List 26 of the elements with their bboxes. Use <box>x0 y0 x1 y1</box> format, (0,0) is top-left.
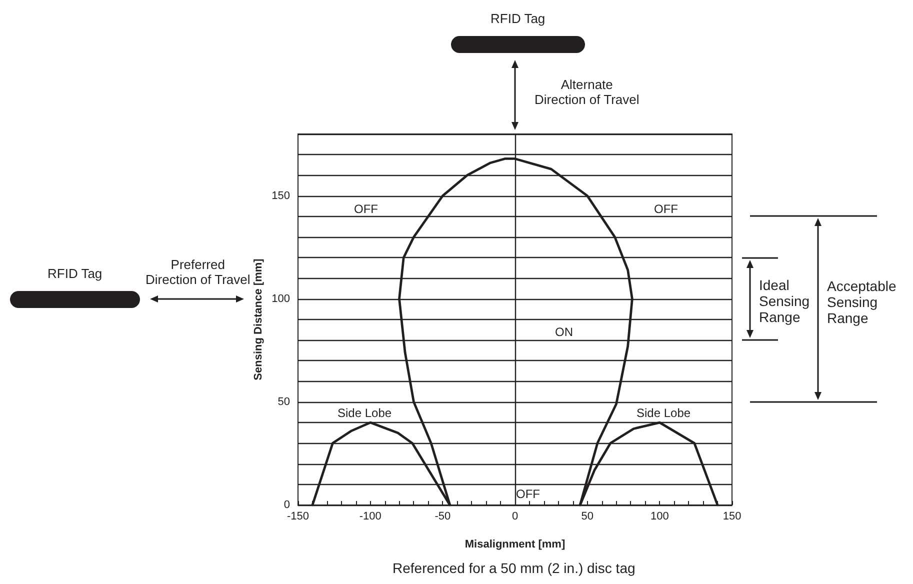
x-tick-label: 100 <box>650 510 669 522</box>
x-tick-label: 150 <box>722 510 742 522</box>
y-tick-label: 50 <box>278 396 290 408</box>
x-tick-label: 50 <box>581 510 594 522</box>
annotation: Side Lobe <box>338 406 392 420</box>
y-axis-title: Sensing Distance [mm] <box>252 258 264 380</box>
text: Alternate Direction of Travel <box>534 77 640 107</box>
annotation: Side Lobe <box>636 406 691 420</box>
text: Preferred Direction of Travel <box>146 257 250 287</box>
y-tick-label: 100 <box>272 292 290 305</box>
annotation: OFF <box>354 202 378 216</box>
text: Ideal Sensing Range <box>759 276 810 324</box>
annotation: OFF <box>654 202 678 216</box>
x-axis-title: Misalignment [mm] <box>464 538 566 550</box>
text: Referenced for a 50 mm (2 in.) disc tag <box>392 560 636 576</box>
annotation: OFF <box>516 486 540 502</box>
x-tick-label: -50 <box>434 510 451 522</box>
y-tick-label: 150 <box>272 190 290 202</box>
text: RFID Tag <box>48 266 102 280</box>
annotation: ON <box>555 324 573 340</box>
y-tick-label: 0 <box>284 499 290 511</box>
text: Acceptable Sensing Range <box>827 278 896 326</box>
text: RFID Tag <box>490 10 546 26</box>
x-tick-label: 0 <box>512 510 518 522</box>
x-tick-label: -150 <box>286 510 310 522</box>
x-tick-label: -100 <box>359 510 382 522</box>
